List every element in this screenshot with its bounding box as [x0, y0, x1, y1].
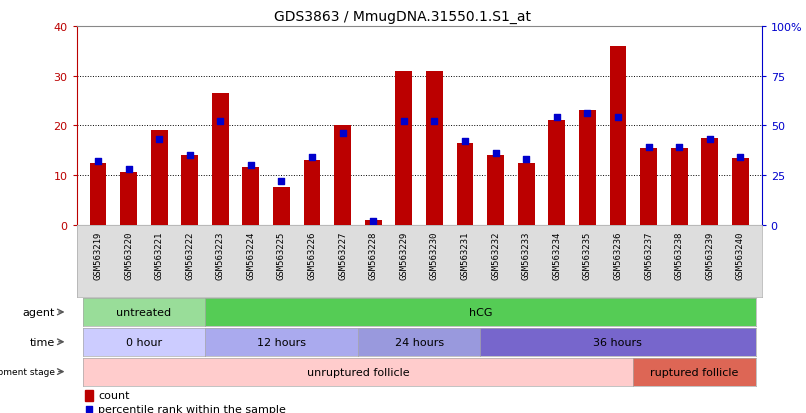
Text: hCG: hCG — [468, 307, 492, 317]
Bar — [243, 168, 260, 225]
Point — [703, 137, 716, 143]
Text: 0 hour: 0 hour — [126, 337, 162, 347]
Text: GSM563227: GSM563227 — [339, 231, 347, 279]
Text: GSM563220: GSM563220 — [124, 231, 133, 279]
Point — [305, 154, 318, 161]
Bar — [487, 156, 504, 225]
Bar — [579, 111, 596, 225]
Text: GSM563236: GSM563236 — [613, 231, 622, 279]
Text: GSM563230: GSM563230 — [430, 231, 439, 279]
Text: 24 hours: 24 hours — [395, 337, 443, 347]
Point — [183, 152, 196, 159]
Text: GSM563232: GSM563232 — [491, 231, 500, 279]
Text: agent: agent — [23, 307, 55, 317]
Point — [673, 145, 686, 151]
Point — [733, 154, 746, 161]
Text: percentile rank within the sample: percentile rank within the sample — [98, 404, 286, 413]
Point — [581, 111, 594, 117]
Bar — [120, 173, 137, 225]
Text: GSM563228: GSM563228 — [368, 231, 378, 279]
Text: GSM563222: GSM563222 — [185, 231, 194, 279]
Bar — [732, 158, 749, 225]
Point — [152, 137, 165, 143]
Text: time: time — [30, 337, 55, 347]
Point — [275, 178, 288, 185]
Text: GSM563238: GSM563238 — [675, 231, 683, 279]
Bar — [365, 220, 382, 225]
Text: GSM563233: GSM563233 — [521, 231, 530, 279]
Point — [367, 218, 380, 224]
Point — [92, 158, 105, 165]
Bar — [456, 143, 473, 225]
Point — [123, 166, 135, 173]
Point — [489, 150, 502, 157]
Text: GSM563235: GSM563235 — [583, 231, 592, 279]
Point — [397, 119, 410, 125]
Text: GSM563239: GSM563239 — [705, 231, 714, 279]
Point — [642, 145, 655, 151]
Text: unruptured follicle: unruptured follicle — [306, 367, 409, 377]
Text: development stage: development stage — [0, 367, 55, 376]
Bar — [212, 94, 229, 225]
Text: GSM563219: GSM563219 — [93, 231, 102, 279]
Point — [336, 131, 349, 137]
Text: ruptured follicle: ruptured follicle — [650, 367, 738, 377]
Point — [214, 119, 226, 125]
Point — [244, 162, 257, 169]
Bar — [701, 138, 718, 225]
Text: GDS3863 / MmugDNA.31550.1.S1_at: GDS3863 / MmugDNA.31550.1.S1_at — [275, 10, 531, 24]
Text: GSM563240: GSM563240 — [736, 231, 745, 279]
Text: GSM563224: GSM563224 — [247, 231, 256, 279]
Text: GSM563231: GSM563231 — [460, 231, 470, 279]
Bar — [671, 148, 688, 225]
Text: GSM563225: GSM563225 — [277, 231, 286, 279]
Text: GSM563223: GSM563223 — [216, 231, 225, 279]
Point — [459, 138, 472, 145]
Text: count: count — [98, 390, 130, 400]
Bar — [304, 161, 321, 225]
Point — [550, 115, 563, 121]
Point — [612, 115, 625, 121]
Text: GSM563226: GSM563226 — [308, 231, 317, 279]
Point — [428, 119, 441, 125]
Text: GSM563237: GSM563237 — [644, 231, 653, 279]
Text: GSM563229: GSM563229 — [399, 231, 409, 279]
Bar — [334, 126, 351, 225]
Bar — [151, 131, 168, 225]
Text: 12 hours: 12 hours — [257, 337, 306, 347]
Text: GSM563234: GSM563234 — [552, 231, 561, 279]
Bar — [426, 71, 442, 225]
Point — [82, 406, 95, 413]
Bar — [89, 163, 106, 225]
Bar — [396, 71, 412, 225]
Bar — [181, 156, 198, 225]
Bar — [609, 47, 626, 225]
Point — [520, 157, 533, 163]
Bar — [85, 390, 93, 401]
Bar — [273, 188, 290, 225]
Text: 36 hours: 36 hours — [593, 337, 642, 347]
Bar — [640, 148, 657, 225]
Text: GSM563221: GSM563221 — [155, 231, 164, 279]
Bar — [548, 121, 565, 225]
Text: untreated: untreated — [116, 307, 172, 317]
Bar — [517, 163, 534, 225]
